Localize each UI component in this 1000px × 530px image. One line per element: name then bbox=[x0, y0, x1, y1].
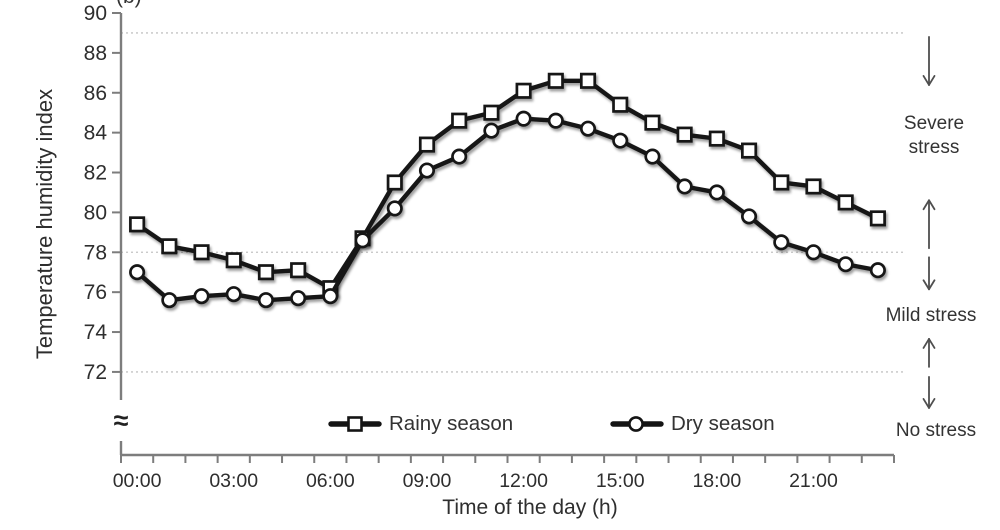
rainy-season-marker bbox=[386, 174, 403, 191]
zone-label-severe-stress: Severe stress bbox=[903, 113, 965, 158]
dry-season-marker bbox=[322, 288, 339, 305]
rainy-season-marker bbox=[805, 178, 822, 195]
dry-season-marker bbox=[193, 288, 210, 305]
legend-label-rainy-season: Rainy season bbox=[389, 412, 514, 435]
dry-season-marker bbox=[547, 112, 564, 129]
dry-season-marker bbox=[290, 290, 307, 307]
x-tick-label: 18:00 bbox=[692, 470, 741, 492]
y-tick-label: 84 bbox=[84, 122, 108, 145]
rainy-season-marker bbox=[612, 96, 629, 113]
rainy-season-marker bbox=[193, 244, 210, 261]
rainy-season-marker bbox=[225, 252, 242, 269]
rainy-season-marker bbox=[515, 82, 532, 99]
severe-zone-up-arrow bbox=[922, 199, 936, 250]
rainy-season-marker bbox=[708, 130, 725, 147]
dry-season-marker bbox=[644, 148, 661, 165]
x-tick-label: 15:00 bbox=[596, 470, 645, 492]
panel-label: (b) bbox=[116, 0, 142, 9]
rainy-season-legend-marker bbox=[328, 416, 382, 432]
dry-season-marker bbox=[805, 244, 822, 261]
rainy-season-marker bbox=[451, 112, 468, 129]
rainy-season-marker bbox=[676, 126, 693, 143]
y-tick-label: 86 bbox=[84, 82, 107, 105]
rainy-season-marker bbox=[579, 72, 597, 89]
dry-season-marker bbox=[773, 234, 790, 251]
x-tick-label: 12:00 bbox=[499, 470, 548, 492]
rainy-season-series bbox=[129, 72, 886, 297]
dry-season-marker bbox=[161, 292, 178, 309]
y-tick-label: 88 bbox=[84, 42, 107, 65]
y-tick-label: 72 bbox=[84, 361, 107, 384]
no-stress-zone-down-arrow bbox=[922, 376, 936, 409]
x-axis-title: Time of the day (h) bbox=[442, 496, 618, 519]
dry-season-series bbox=[129, 110, 886, 309]
dry-season-marker bbox=[386, 200, 403, 217]
dry-season-marker bbox=[483, 122, 500, 139]
rainy-season-marker bbox=[129, 216, 146, 233]
dry-season-marker bbox=[741, 208, 758, 225]
y-axis-break-symbol: ≈ bbox=[113, 405, 129, 436]
dry-season-legend-marker bbox=[610, 416, 664, 432]
dry-season-marker bbox=[257, 292, 274, 309]
dry-season-marker bbox=[612, 132, 629, 149]
dry-season-marker bbox=[354, 232, 371, 249]
rainy-season-marker bbox=[418, 136, 436, 153]
rainy-season-marker bbox=[644, 114, 661, 131]
rainy-season-marker bbox=[773, 174, 790, 191]
dry-season-marker bbox=[579, 120, 597, 137]
mild-zone-up-arrow bbox=[922, 338, 936, 368]
dry-season-marker bbox=[129, 264, 146, 281]
dry-season-marker bbox=[451, 148, 468, 165]
y-tick-label: 74 bbox=[84, 321, 108, 344]
rainy-season-marker bbox=[483, 104, 500, 121]
y-tick-label: 90 bbox=[84, 2, 107, 25]
severe-zone-down-arrow bbox=[922, 36, 936, 86]
rainy-season-line bbox=[134, 78, 881, 291]
zone-label-no-stress: No stress bbox=[895, 420, 977, 441]
legend-label-dry-season: Dry season bbox=[671, 412, 775, 435]
x-tick-label: 06:00 bbox=[306, 470, 355, 492]
dry-season-marker bbox=[515, 110, 532, 127]
x-tick-label: 09:00 bbox=[403, 470, 452, 492]
x-tick-label: 03:00 bbox=[209, 470, 258, 492]
rainy-season-marker bbox=[257, 264, 274, 281]
rainy-season-marker bbox=[161, 238, 178, 255]
x-tick-label: 00:00 bbox=[113, 470, 162, 492]
y-tick-label: 82 bbox=[84, 162, 107, 185]
rainy-season-marker bbox=[547, 72, 564, 89]
dry-season-marker bbox=[837, 256, 854, 273]
zone-label-mild-stress: Mild stress bbox=[885, 305, 977, 326]
dry-season-marker bbox=[869, 262, 886, 279]
y-tick-label: 80 bbox=[84, 201, 107, 224]
mild-zone-down-arrow bbox=[922, 256, 936, 291]
rainy-season-marker bbox=[290, 262, 307, 279]
rainy-season-marker bbox=[869, 210, 886, 227]
dry-season-marker bbox=[225, 286, 242, 303]
dry-season-marker bbox=[708, 184, 725, 201]
legend-item-rainy-season: Rainy season bbox=[328, 412, 513, 436]
legend-item-dry-season: Dry season bbox=[610, 412, 775, 436]
y-tick-label: 78 bbox=[84, 241, 107, 264]
dry-season-line bbox=[134, 116, 881, 303]
dry-season-marker bbox=[676, 178, 693, 195]
dry-season-marker bbox=[418, 162, 436, 179]
rainy-season-marker bbox=[741, 142, 758, 159]
rainy-season-marker bbox=[837, 194, 854, 211]
y-tick-label: 76 bbox=[84, 281, 107, 304]
x-tick-label: 21:00 bbox=[789, 470, 838, 492]
